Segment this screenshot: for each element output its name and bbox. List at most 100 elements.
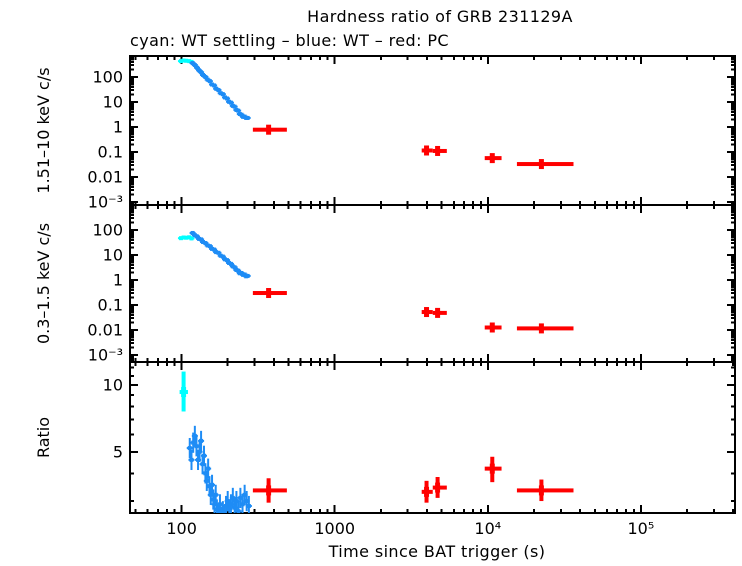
errorbar-point xyxy=(252,478,287,503)
point-marker xyxy=(219,515,223,519)
wt-point xyxy=(217,91,224,96)
wt-point xyxy=(191,233,198,238)
errorbar-point xyxy=(516,159,574,170)
plot-area: 100 10 1 0.1 0.01 10⁻³ 100 10 1 0.1 0.01 10⁻³ 10 5 100… xyxy=(87,55,736,538)
series-layer xyxy=(177,230,574,334)
point-marker xyxy=(227,507,232,512)
errorbar-point xyxy=(516,323,574,334)
point-marker xyxy=(197,449,202,454)
wt-point xyxy=(200,445,207,466)
wt-point xyxy=(207,484,214,505)
point-marker xyxy=(238,495,243,500)
series-pc xyxy=(252,288,574,334)
point-marker xyxy=(217,502,222,507)
wt-point xyxy=(241,484,248,505)
y-tick-label: 0.01 xyxy=(87,320,123,339)
wt-point xyxy=(229,487,236,509)
point-marker xyxy=(266,485,272,496)
point-marker xyxy=(214,507,219,512)
wt-point xyxy=(196,441,203,462)
y-errorbar xyxy=(221,501,224,513)
point-marker xyxy=(435,482,441,493)
x-axis-ticks xyxy=(134,362,735,513)
wt-point xyxy=(202,74,209,79)
x-tick-label: 100 xyxy=(166,519,197,538)
errorbar-point xyxy=(484,456,502,483)
wt-point xyxy=(215,504,221,516)
point-marker xyxy=(214,86,219,91)
point-marker xyxy=(225,499,230,504)
errorbar-point xyxy=(432,145,447,156)
point-marker xyxy=(225,96,230,101)
wt-point xyxy=(227,100,234,105)
point-marker xyxy=(190,61,195,66)
point-marker xyxy=(236,108,241,113)
series-wt-settling xyxy=(177,235,195,241)
point-marker xyxy=(245,273,250,278)
panel-ratio: 10 5 xyxy=(103,361,736,519)
x-errorbar xyxy=(516,162,574,167)
wt-point xyxy=(213,499,220,513)
point-marker xyxy=(204,478,209,483)
x-errorbar xyxy=(221,514,227,516)
point-marker xyxy=(199,70,204,75)
point-marker xyxy=(192,233,197,238)
point-marker xyxy=(205,77,210,82)
y-axis-ticks xyxy=(130,366,735,503)
wt-point xyxy=(206,79,213,84)
point-marker xyxy=(489,322,495,333)
y-errorbar xyxy=(237,501,240,513)
wt-point xyxy=(186,235,193,240)
point-marker xyxy=(187,446,192,451)
errorbar-point xyxy=(484,322,502,333)
wt-point xyxy=(210,489,217,510)
errorbar-point xyxy=(179,371,188,412)
wt-point xyxy=(191,425,198,447)
point-marker xyxy=(220,92,225,97)
wt-point xyxy=(233,490,240,512)
point-marker xyxy=(232,505,237,510)
point-marker xyxy=(212,83,217,88)
point-marker xyxy=(213,492,218,497)
y-tick-label: 100 xyxy=(92,67,123,86)
y-axis-ticks xyxy=(130,56,735,206)
point-marker xyxy=(234,499,239,504)
panel-soft_band: 100 10 1 0.1 0.01 10⁻³ xyxy=(87,204,736,364)
errorbar-point xyxy=(252,288,287,299)
y-tick-label: 0.1 xyxy=(98,295,123,314)
panel-frame xyxy=(129,55,736,206)
series-layer xyxy=(177,58,574,170)
wt-point xyxy=(204,77,211,82)
x-errorbar xyxy=(516,488,574,493)
y-axis-ticks xyxy=(130,204,735,362)
xlabel-time: Time since BAT trigger (s) xyxy=(328,542,546,561)
wt-point xyxy=(202,463,209,484)
wt-point xyxy=(215,88,222,93)
wt-point xyxy=(211,247,218,252)
panel-hard_band: 100 10 1 0.1 0.01 10⁻³ xyxy=(87,55,736,212)
point-marker xyxy=(190,230,195,235)
point-marker xyxy=(187,235,192,240)
errorbar-point xyxy=(432,477,447,498)
x-errorbar xyxy=(215,514,221,516)
legend-subtitle: cyan: WT settling – blue: WT – red: PC xyxy=(130,31,449,50)
point-marker xyxy=(240,502,245,507)
point-marker xyxy=(201,72,206,77)
point-marker xyxy=(181,387,187,398)
point-marker xyxy=(245,115,250,120)
point-marker xyxy=(239,112,244,117)
point-marker xyxy=(424,145,430,156)
wt-point xyxy=(237,487,244,509)
x-axis-ticks xyxy=(134,205,735,362)
point-marker xyxy=(246,503,251,508)
errorbar-point xyxy=(252,124,287,135)
wt-point xyxy=(198,430,205,452)
point-marker xyxy=(191,440,196,445)
point-marker xyxy=(489,463,495,474)
wt-point xyxy=(200,72,207,77)
point-marker xyxy=(242,492,247,497)
y-tick-label: 10 xyxy=(103,92,123,111)
wt-point xyxy=(227,261,234,266)
wt-point xyxy=(198,237,205,242)
